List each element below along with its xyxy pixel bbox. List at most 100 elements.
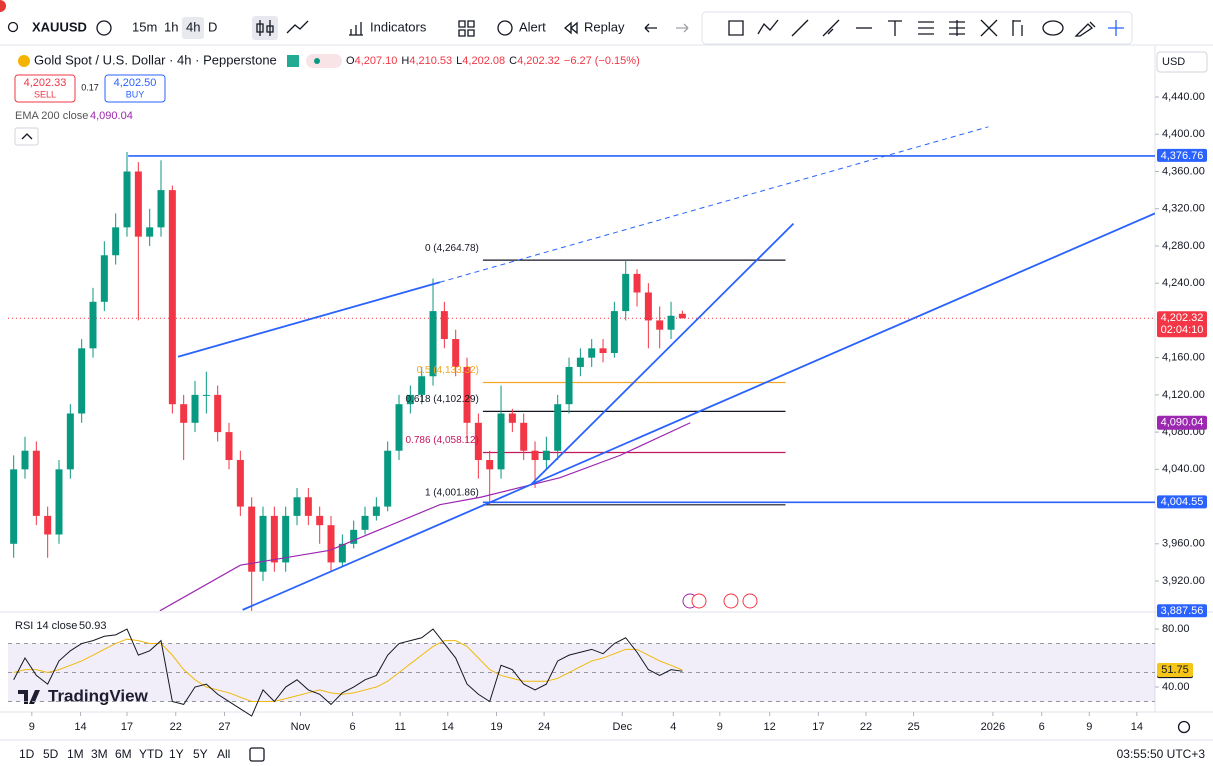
x-tick-label: 4 [670, 721, 676, 733]
fib-label: 0.618 (4,102.29) [406, 394, 479, 405]
candle-body [327, 525, 335, 563]
tool-trendline[interactable] [791, 19, 809, 37]
range-button[interactable]: 1D [19, 747, 35, 761]
spread: 0.17 [81, 82, 99, 92]
indicators-button[interactable]: Indicators [370, 19, 427, 34]
currency-select[interactable] [1156, 51, 1208, 73]
notification-dot [0, 0, 6, 12]
tool-gann[interactable] [949, 20, 965, 36]
candle-body [418, 376, 426, 395]
candle-body [508, 413, 516, 423]
candle-body [554, 404, 562, 451]
date-range-icon[interactable] [249, 747, 265, 762]
y-tick-label: 4,280.00 [1162, 240, 1205, 252]
symbol[interactable]: XAUUSD [32, 19, 87, 34]
candle-body [372, 506, 380, 516]
range-button[interactable]: 1M [67, 747, 84, 761]
candle-body [66, 413, 74, 470]
candle-body [361, 515, 369, 530]
x-tick-label: 22 [860, 721, 872, 733]
candle-body [157, 190, 165, 228]
tool-path[interactable] [757, 19, 779, 35]
range-button[interactable]: 1Y [169, 747, 184, 761]
x-tick-label: 12 [764, 721, 776, 733]
candle-body [384, 450, 392, 507]
fib-label: 0.5 (4,133.32) [417, 365, 479, 376]
x-tick-label: 25 [907, 721, 919, 733]
range-bar: 1D 5D 1M 3M 6M YTD 1Y 5Y All [19, 747, 230, 761]
candle-body [100, 255, 108, 302]
x-tick-label: 2026 [981, 721, 1005, 733]
chart-type[interactable] [252, 16, 278, 40]
price-label: 4,202.32 [1161, 312, 1204, 324]
candle-body [134, 171, 142, 237]
time-settings[interactable] [1177, 720, 1191, 734]
y-tick-label: 4,360.00 [1162, 165, 1205, 177]
candle-body [644, 292, 652, 321]
range-button[interactable]: YTD [139, 747, 163, 761]
tool-brush[interactable] [1074, 21, 1096, 37]
alert-button[interactable]: Alert [519, 19, 546, 34]
sell-button[interactable] [14, 74, 76, 103]
tool-rect[interactable] [728, 20, 744, 36]
interval[interactable]: 1h [164, 19, 178, 34]
replay-icon [563, 21, 578, 35]
candle-body [622, 273, 630, 312]
rsi-tick-label: 80.00 [1162, 623, 1190, 635]
replay-button[interactable]: Replay [584, 19, 625, 34]
countdown: 02:04:10 [1161, 324, 1204, 336]
price-label-box [1157, 311, 1207, 338]
candle-body [316, 515, 324, 526]
badge [287, 55, 299, 67]
range-button[interactable]: 6M [115, 747, 132, 761]
candle-body [497, 413, 505, 470]
add-symbol[interactable] [96, 20, 112, 36]
redo[interactable] [676, 23, 689, 33]
range-button[interactable]: 3M [91, 747, 108, 761]
collapse-legend[interactable] [14, 127, 39, 146]
status-pill [306, 54, 342, 68]
interval[interactable]: D [208, 19, 217, 34]
tool-fib[interactable] [918, 21, 934, 35]
tool-crosshair[interactable] [1108, 20, 1124, 36]
trend-line [177, 281, 441, 358]
templates-icon[interactable] [458, 20, 475, 37]
candle-body [678, 313, 686, 319]
interval[interactable]: 4h [186, 19, 200, 34]
tool-shape[interactable] [1042, 20, 1064, 36]
price-pane [8, 126, 1155, 611]
tool-channel[interactable] [822, 19, 840, 37]
candle-body [350, 529, 358, 544]
buy-button[interactable] [104, 74, 166, 103]
ohlc-key: O [346, 55, 355, 67]
buy-price: 4,202.50 [114, 77, 157, 89]
symbol-logo [18, 55, 30, 67]
buy-label: BUY [126, 89, 145, 99]
sell-label: SELL [34, 89, 56, 99]
candle-body [225, 432, 233, 461]
range-button[interactable]: 5Y [193, 747, 208, 761]
trend-line [529, 222, 795, 486]
tool-text[interactable] [888, 20, 902, 36]
range-button[interactable]: All [217, 747, 230, 761]
rsi-label: 51.75 [1161, 664, 1189, 676]
y-tick-label: 3,920.00 [1162, 575, 1205, 587]
ema-value: 4,090.04 [90, 110, 133, 122]
tool-pattern[interactable] [980, 19, 998, 37]
range-button[interactable]: 5D [43, 747, 59, 761]
y-tick-label: 4,160.00 [1162, 352, 1205, 364]
candle-body [180, 404, 188, 423]
ohlc-legend: O4,207.10 H4,210.53 L4,202.08 C4,202.32 −6.2… [346, 55, 640, 67]
x-tick-label: 24 [538, 721, 550, 733]
candle-body [10, 469, 18, 544]
tool-projection[interactable] [1012, 20, 1023, 36]
interval[interactable]: 15m [132, 19, 157, 34]
x-tick-label: 17 [121, 721, 133, 733]
candle-body [248, 506, 256, 572]
search-icon[interactable] [7, 21, 19, 33]
x-tick-label: 11 [394, 721, 405, 733]
undo[interactable] [644, 23, 657, 33]
ohlc-key: L [456, 55, 462, 67]
line-icon[interactable] [286, 20, 309, 34]
price-label-box [1157, 148, 1207, 162]
